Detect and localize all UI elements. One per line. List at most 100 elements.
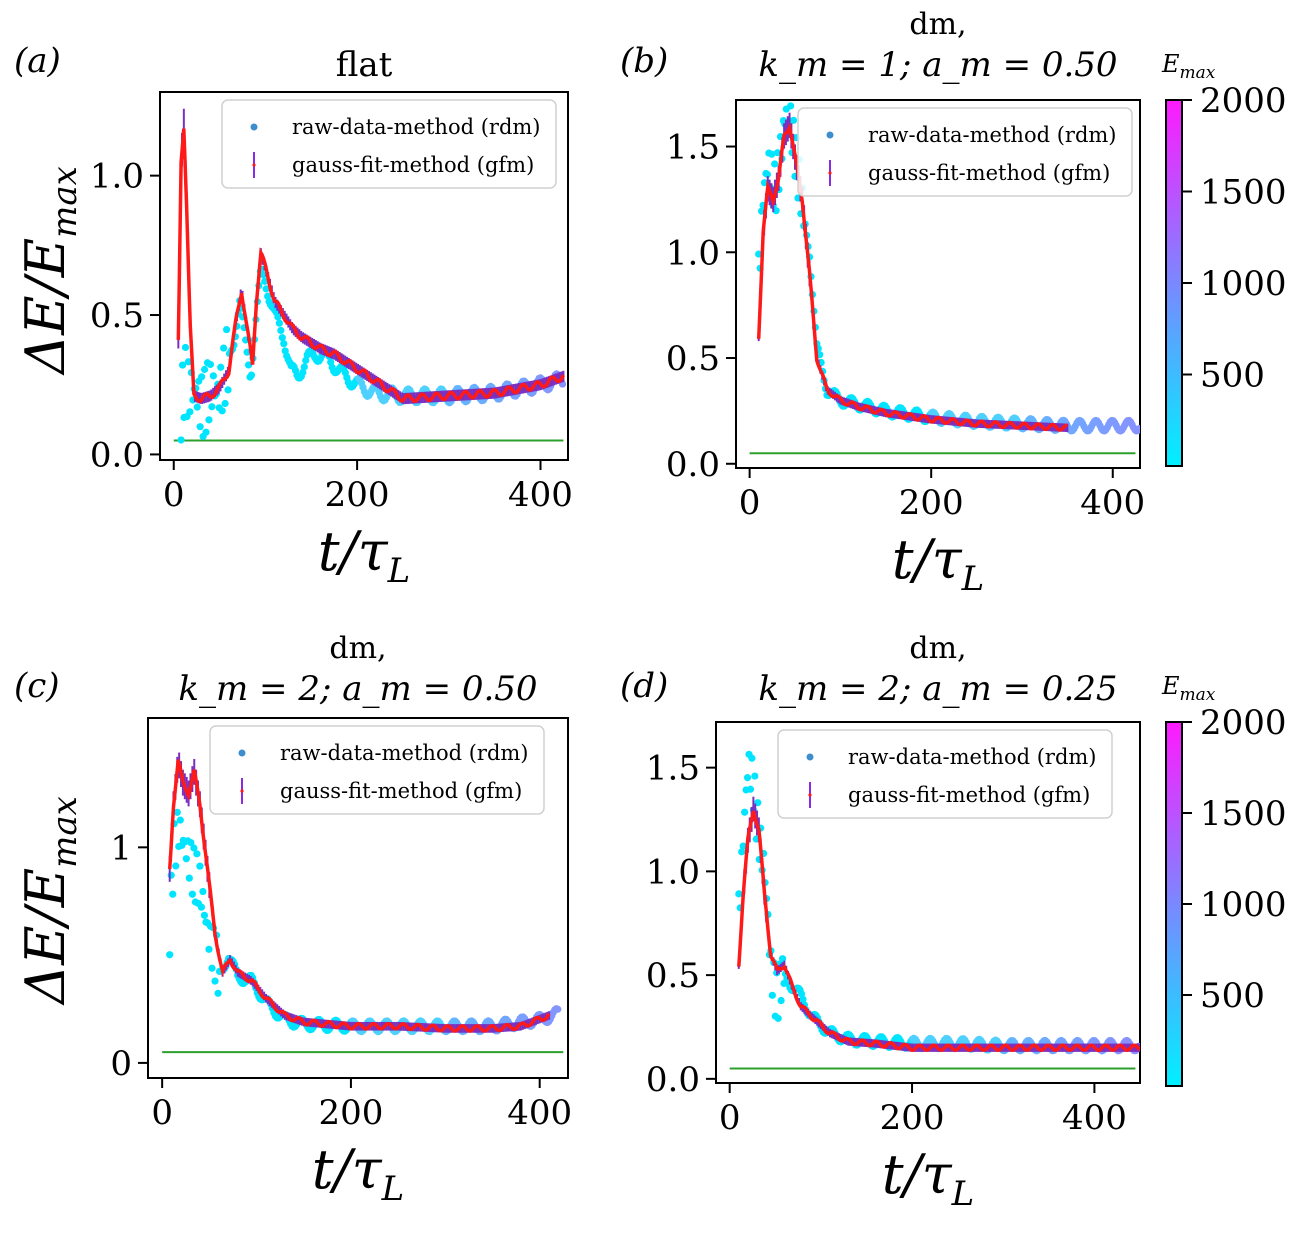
rdm-point xyxy=(261,277,269,285)
rdm-point xyxy=(799,995,807,1003)
rdm-point xyxy=(186,408,194,416)
rdm-point xyxy=(222,325,231,334)
legend-gfm-dot xyxy=(252,163,256,167)
colorbar-label: Emax xyxy=(1161,50,1216,83)
y-tick-label: 1 xyxy=(110,828,132,868)
rdm-point xyxy=(778,955,787,963)
panel-label: (a) xyxy=(14,41,61,81)
axes-frame xyxy=(159,91,569,461)
gfm-series xyxy=(756,112,1069,433)
rdm-point xyxy=(221,399,229,408)
rdm-point xyxy=(220,344,228,352)
rdm-point xyxy=(224,386,232,394)
rdm-point xyxy=(259,271,267,279)
plot-area xyxy=(729,750,1140,1070)
rdm-point xyxy=(278,334,286,342)
plot-area xyxy=(162,752,564,1054)
rdm-point xyxy=(768,150,776,158)
rdm-point xyxy=(748,754,756,762)
rdm-point xyxy=(741,808,749,816)
rdm-point xyxy=(211,977,219,985)
x-tick-label: 200 xyxy=(899,483,964,523)
panel-d: (d) dm,k_m = 2; a_m = 0.25 0 200 400 0.0 0.5 1.… xyxy=(620,631,1141,1214)
rdm-point xyxy=(735,890,743,898)
rdm-point xyxy=(772,207,780,215)
rdm-point xyxy=(751,772,759,780)
colorbar-bottom: Emax 500 1000 1500 2000 xyxy=(1161,672,1287,1087)
rdm-point xyxy=(190,844,198,852)
rdm-point xyxy=(208,964,216,972)
legend-rdm-marker xyxy=(806,753,814,761)
x-tick-label: 400 xyxy=(1080,483,1145,523)
colorbar-tick-label: 1500 xyxy=(1200,794,1287,834)
panel-subtitle: k_m = 2; a_m = 0.25 xyxy=(758,669,1117,709)
x-tick-label: 400 xyxy=(508,475,573,515)
colorbar-tick-label: 500 xyxy=(1200,976,1265,1016)
legend-rdm-marker xyxy=(250,123,258,131)
legend: raw-data-method (rdm) gauss-fit-method (g… xyxy=(221,99,557,189)
rdm-point xyxy=(199,887,207,896)
rdm-point xyxy=(205,945,213,953)
gfm-series xyxy=(737,796,1140,1052)
y-tick-label: 0.0 xyxy=(646,1060,700,1100)
x-tick-label: 200 xyxy=(880,1098,945,1138)
rdm-point xyxy=(196,423,204,431)
legend: raw-data-method (rdm) gauss-fit-method (g… xyxy=(209,725,545,815)
legend-rdm-marker xyxy=(238,749,246,757)
colorbar-top: Emax 500 1000 1500 2000 xyxy=(1161,50,1287,467)
legend-rdm-label: raw-data-method (rdm) xyxy=(280,741,529,765)
x-axis-label: t/τL xyxy=(892,528,984,599)
colorbar-tick-label: 500 xyxy=(1200,356,1265,396)
rdm-point xyxy=(300,363,308,371)
legend-gfm-label: gauss-fit-method (gfm) xyxy=(868,161,1110,185)
rdm-point xyxy=(1135,424,1140,433)
panel-subtitle: k_m = 2; a_m = 0.50 xyxy=(178,669,537,709)
panel-b: (b) dm,k_m = 1; a_m = 0.50 0 200 400 0.0 0.5 1.… xyxy=(620,7,1145,599)
rdm-point xyxy=(763,170,772,179)
rdm-point xyxy=(797,990,806,998)
legend: raw-data-method (rdm) gauss-fit-method (g… xyxy=(797,107,1133,197)
x-tick-label: 400 xyxy=(1062,1098,1127,1138)
gfm-line xyxy=(176,128,565,404)
legend-rdm-label: raw-data-method (rdm) xyxy=(292,115,541,139)
y-tick-label: 1.0 xyxy=(90,157,144,197)
rdm-point xyxy=(262,285,270,293)
gfm-line xyxy=(756,122,1068,432)
rdm-point xyxy=(214,989,222,997)
rdm-point xyxy=(205,416,213,424)
legend: raw-data-method (rdm) gauss-fit-method (g… xyxy=(777,729,1113,819)
rdm-point xyxy=(774,1014,782,1022)
y-tick-label: 1.0 xyxy=(646,852,700,892)
rdm-series xyxy=(177,265,567,444)
panel-title: dm, xyxy=(329,631,386,666)
legend-gfm-label: gauss-fit-method (gfm) xyxy=(280,779,522,803)
x-tick-label: 200 xyxy=(318,1093,383,1133)
rdm-point xyxy=(302,356,310,364)
rdm-point xyxy=(202,428,210,436)
rdm-point xyxy=(771,160,779,168)
gfm-line xyxy=(167,759,551,1033)
plot-area xyxy=(173,108,567,444)
rdm-point xyxy=(177,436,185,444)
rdm-point xyxy=(777,996,785,1005)
rdm-point xyxy=(275,319,283,327)
panel-a: (a) flat 0 200 400 0.0 0.5 1.0 t/τL ΔE/Emax raw-da… xyxy=(14,41,573,591)
gfm-series xyxy=(167,752,551,1033)
y-axis-label: ΔE/Emax xyxy=(14,796,85,1006)
rdm-point xyxy=(197,903,206,911)
axes-frame xyxy=(715,721,1141,1084)
colorbar-tick-label: 1000 xyxy=(1200,885,1287,925)
legend-gfm-label: gauss-fit-method (gfm) xyxy=(848,783,1090,807)
rdm-point xyxy=(172,862,180,870)
rdm-point xyxy=(738,848,746,856)
rdm-point xyxy=(264,292,272,300)
panel-title: flat xyxy=(336,45,393,85)
y-tick-label: 1.5 xyxy=(646,749,700,789)
rdm-point xyxy=(784,90,791,97)
rdm-point xyxy=(277,326,285,335)
y-tick-label: 0.5 xyxy=(646,956,700,996)
rdm-point xyxy=(193,850,201,858)
rdm-point xyxy=(787,102,795,110)
colorbar-gradient xyxy=(1165,721,1183,1087)
legend-rdm-label: raw-data-method (rdm) xyxy=(848,745,1097,769)
